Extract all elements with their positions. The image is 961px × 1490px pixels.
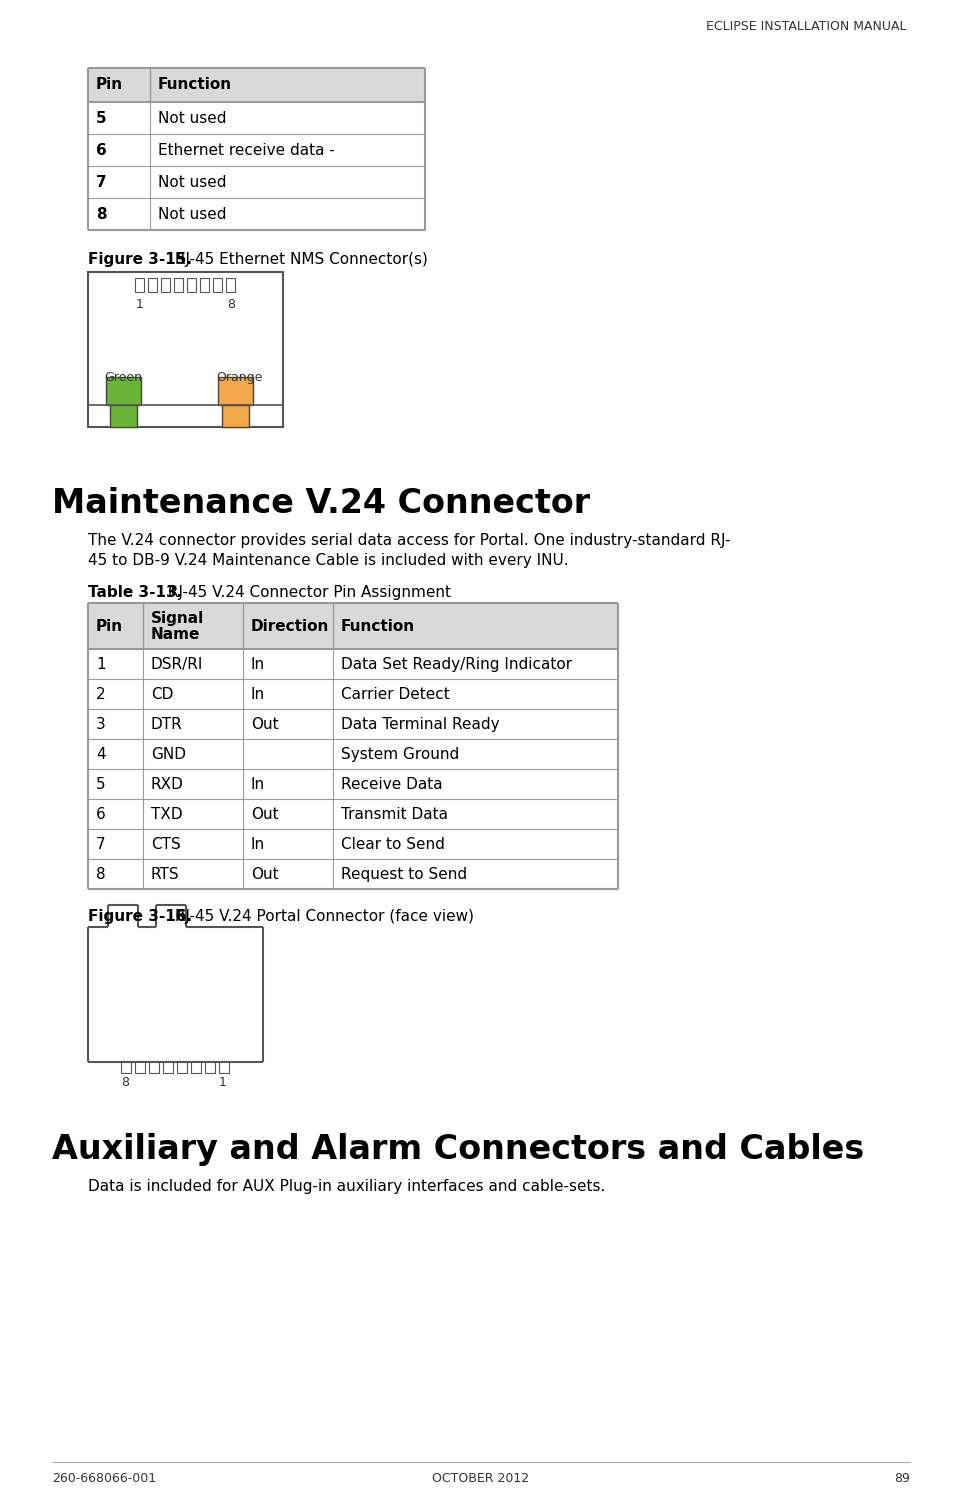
Text: Name: Name: [151, 627, 200, 642]
Bar: [218, 377, 253, 405]
Text: 5: 5: [96, 776, 106, 793]
Text: Green: Green: [104, 371, 142, 384]
Text: RJ-45 V.24 Portal Connector (face view): RJ-45 V.24 Portal Connector (face view): [169, 909, 473, 924]
Bar: [106, 377, 141, 405]
Text: Function: Function: [340, 618, 415, 635]
Text: GND: GND: [151, 746, 185, 761]
Text: Data Terminal Ready: Data Terminal Ready: [340, 717, 499, 732]
Bar: [219, 1061, 229, 1073]
Bar: [174, 279, 183, 292]
Text: Out: Out: [251, 867, 279, 882]
Text: CD: CD: [151, 687, 173, 702]
Text: In: In: [251, 837, 265, 852]
Bar: [162, 1061, 173, 1073]
Bar: [186, 279, 196, 292]
Text: ECLIPSE INSTALLATION MANUAL: ECLIPSE INSTALLATION MANUAL: [705, 19, 906, 33]
Text: 2: 2: [96, 687, 106, 702]
Text: 260-668066-001: 260-668066-001: [52, 1472, 156, 1486]
Text: 1: 1: [96, 657, 106, 672]
Bar: [226, 279, 234, 292]
Text: Table 3-13.: Table 3-13.: [87, 586, 182, 600]
Text: 8: 8: [96, 867, 106, 882]
Text: 1: 1: [219, 1076, 227, 1089]
Bar: [149, 1061, 159, 1073]
Text: CTS: CTS: [151, 837, 181, 852]
Text: Pin: Pin: [96, 618, 123, 635]
Text: RXD: RXD: [151, 776, 184, 793]
Text: 89: 89: [893, 1472, 909, 1486]
Bar: [212, 279, 222, 292]
Text: Signal: Signal: [151, 611, 204, 626]
Bar: [222, 405, 249, 428]
Text: Data Set Ready/Ring Indicator: Data Set Ready/Ring Indicator: [340, 657, 572, 672]
Text: 6: 6: [96, 808, 106, 822]
Text: TXD: TXD: [151, 808, 183, 822]
Bar: [110, 405, 136, 428]
Bar: [87, 904, 262, 1062]
Bar: [177, 1061, 186, 1073]
Text: RJ-45 Ethernet NMS Connector(s): RJ-45 Ethernet NMS Connector(s): [169, 252, 427, 267]
Text: 3: 3: [96, 717, 106, 732]
Text: 8: 8: [121, 1076, 129, 1089]
Text: In: In: [251, 687, 265, 702]
Text: 45 to DB-9 V.24 Maintenance Cable is included with every INU.: 45 to DB-9 V.24 Maintenance Cable is inc…: [87, 553, 568, 568]
Text: 1: 1: [136, 298, 144, 311]
Text: Function: Function: [158, 77, 232, 92]
Bar: [205, 1061, 214, 1073]
Text: Data is included for AUX Plug-in auxiliary interfaces and cable-sets.: Data is included for AUX Plug-in auxilia…: [87, 1179, 604, 1193]
Text: Request to Send: Request to Send: [340, 867, 467, 882]
Text: Maintenance V.24 Connector: Maintenance V.24 Connector: [52, 487, 589, 520]
Text: Figure 3-16.: Figure 3-16.: [87, 909, 192, 924]
Text: 4: 4: [96, 746, 106, 761]
Text: Direction: Direction: [251, 618, 329, 635]
Text: DTR: DTR: [151, 717, 183, 732]
Text: 5: 5: [96, 110, 107, 127]
Text: 7: 7: [96, 174, 107, 191]
Bar: [200, 279, 209, 292]
Text: Clear to Send: Clear to Send: [340, 837, 444, 852]
Bar: [135, 279, 144, 292]
Text: 8: 8: [227, 298, 234, 311]
Text: Out: Out: [251, 717, 279, 732]
Text: DSR/RI: DSR/RI: [151, 657, 203, 672]
Text: RTS: RTS: [151, 867, 180, 882]
Text: RJ-45 V.24 Connector Pin Assignment: RJ-45 V.24 Connector Pin Assignment: [162, 586, 451, 600]
Text: Transmit Data: Transmit Data: [340, 808, 448, 822]
Text: The V.24 connector provides serial data access for Portal. One industry-standard: The V.24 connector provides serial data …: [87, 533, 729, 548]
Text: Figure 3-15.: Figure 3-15.: [87, 252, 192, 267]
Text: Auxiliary and Alarm Connectors and Cables: Auxiliary and Alarm Connectors and Cable…: [52, 1132, 863, 1167]
Text: Not used: Not used: [158, 110, 226, 127]
Bar: [87, 69, 425, 101]
Text: OCTOBER 2012: OCTOBER 2012: [432, 1472, 529, 1486]
Text: In: In: [251, 657, 265, 672]
Bar: [191, 1061, 201, 1073]
Bar: [135, 1061, 145, 1073]
Bar: [87, 603, 617, 650]
Text: Orange: Orange: [216, 371, 262, 384]
Text: System Ground: System Ground: [340, 746, 458, 761]
Bar: [148, 279, 157, 292]
Text: Receive Data: Receive Data: [340, 776, 442, 793]
Text: 7: 7: [96, 837, 106, 852]
Text: In: In: [251, 776, 265, 793]
Text: Not used: Not used: [158, 174, 226, 191]
Text: Carrier Detect: Carrier Detect: [340, 687, 450, 702]
Text: Not used: Not used: [158, 207, 226, 222]
Text: 6: 6: [96, 143, 107, 158]
Bar: [87, 273, 283, 428]
Bar: [160, 279, 170, 292]
Text: Pin: Pin: [96, 77, 123, 92]
Text: Ethernet receive data -: Ethernet receive data -: [158, 143, 334, 158]
Bar: [121, 1061, 131, 1073]
Text: Out: Out: [251, 808, 279, 822]
Text: 8: 8: [96, 207, 107, 222]
